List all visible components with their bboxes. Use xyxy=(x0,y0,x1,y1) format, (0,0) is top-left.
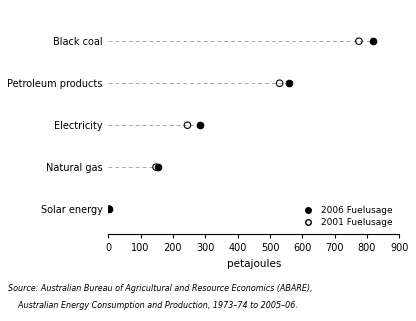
Point xyxy=(286,81,293,86)
X-axis label: petajoules: petajoules xyxy=(227,259,281,269)
Point xyxy=(184,123,191,128)
Point xyxy=(106,207,112,212)
Point xyxy=(155,165,162,170)
Point xyxy=(106,207,112,212)
Text: Source: Australian Bureau of Agricultural and Resource Economics (ABARE),: Source: Australian Bureau of Agricultura… xyxy=(8,284,313,293)
Text: Australian Energy Consumption and Production, 1973–74 to 2005–06.: Australian Energy Consumption and Produc… xyxy=(8,301,298,310)
Point xyxy=(276,81,283,86)
Point xyxy=(153,165,159,170)
Point xyxy=(356,39,362,44)
Point xyxy=(197,123,204,128)
Legend: 2006 Fuelusage, 2001 Fuelusage: 2006 Fuelusage, 2001 Fuelusage xyxy=(296,204,395,230)
Point xyxy=(370,39,377,44)
